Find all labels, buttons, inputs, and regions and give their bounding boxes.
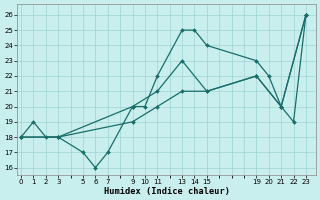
X-axis label: Humidex (Indice chaleur): Humidex (Indice chaleur) [104, 187, 229, 196]
